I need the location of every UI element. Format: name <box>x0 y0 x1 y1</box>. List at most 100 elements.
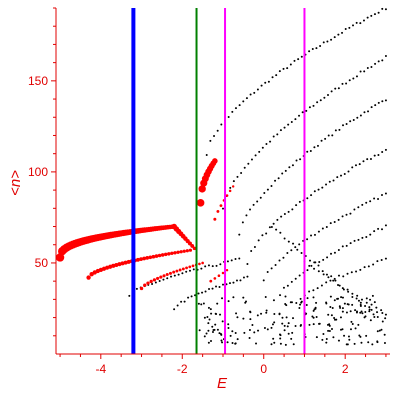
black-point <box>376 330 379 333</box>
black-point <box>297 58 300 61</box>
black-point <box>358 334 361 337</box>
black-point <box>311 315 314 318</box>
black-point <box>362 160 365 163</box>
black-point <box>355 270 358 273</box>
black-point <box>325 225 328 228</box>
y-ticks-group: 50 100 150 <box>28 7 56 337</box>
red-point <box>163 252 168 257</box>
black-series-group <box>128 7 387 346</box>
vertical-lines-group <box>131 8 306 354</box>
black-point <box>245 97 248 100</box>
black-point <box>326 40 329 43</box>
red-point <box>126 259 131 264</box>
black-point <box>336 297 339 300</box>
red-point <box>168 271 172 275</box>
red-point <box>145 256 150 260</box>
black-point <box>349 242 352 245</box>
black-point <box>340 174 343 177</box>
black-point <box>276 133 279 136</box>
black-point <box>236 175 239 178</box>
black-point <box>337 248 340 251</box>
black-point <box>298 200 301 203</box>
black-point <box>357 238 360 241</box>
black-point <box>313 233 316 236</box>
y-tick-label: 150 <box>28 74 48 88</box>
black-point <box>183 300 186 303</box>
black-point <box>299 303 302 306</box>
black-point <box>236 316 239 319</box>
black-point <box>363 266 366 269</box>
black-point <box>277 177 280 180</box>
black-point <box>278 313 281 316</box>
black-point <box>310 194 313 197</box>
black-point <box>285 316 288 319</box>
black-point <box>337 33 340 36</box>
red-point <box>190 244 195 248</box>
black-point <box>341 245 344 248</box>
black-point <box>365 297 368 300</box>
red-point <box>159 275 163 279</box>
black-point <box>154 281 157 284</box>
black-point <box>212 328 215 331</box>
x-tick-label: -2 <box>177 362 188 376</box>
black-point <box>346 272 349 275</box>
black-point <box>361 236 364 239</box>
black-point <box>362 19 365 22</box>
black-point <box>241 221 244 224</box>
black-point <box>294 325 297 328</box>
black-point <box>327 134 330 137</box>
black-point <box>294 246 297 249</box>
black-point <box>284 169 287 172</box>
black-point <box>234 342 237 345</box>
black-point <box>207 341 210 344</box>
black-point <box>325 281 328 284</box>
black-point <box>265 309 268 312</box>
black-point <box>295 301 298 304</box>
red-point <box>188 248 193 252</box>
x-tick-label: 2 <box>342 362 349 376</box>
x-axis-title: E <box>217 375 228 392</box>
black-point <box>280 215 283 218</box>
black-point <box>265 142 268 145</box>
black-point <box>291 208 294 211</box>
black-point <box>287 240 290 243</box>
black-point <box>359 268 362 271</box>
black-point <box>293 59 296 62</box>
red-point <box>191 264 195 268</box>
black-point <box>359 311 362 314</box>
black-point <box>300 324 303 327</box>
black-point <box>197 292 200 295</box>
black-point <box>200 267 203 270</box>
black-point <box>359 301 362 304</box>
black-point <box>308 106 311 109</box>
black-point <box>180 300 183 303</box>
black-point <box>345 82 348 85</box>
black-point <box>245 214 248 217</box>
red-point <box>182 249 186 253</box>
black-point <box>200 303 203 306</box>
black-point <box>271 323 274 326</box>
black-point <box>359 114 362 117</box>
black-point <box>373 301 376 304</box>
black-point <box>377 198 380 201</box>
black-point <box>232 281 235 284</box>
black-point <box>232 296 235 299</box>
black-point <box>330 314 333 317</box>
black-point <box>309 150 312 153</box>
black-point <box>249 208 252 211</box>
red-point <box>160 253 165 257</box>
black-point <box>219 313 222 316</box>
black-point <box>322 258 325 261</box>
black-point <box>204 290 207 293</box>
black-point <box>298 306 301 309</box>
black-point <box>363 111 366 114</box>
black-point <box>330 90 333 93</box>
black-point <box>221 341 224 344</box>
black-point <box>341 310 344 313</box>
red-point <box>157 253 162 258</box>
black-point <box>275 228 278 231</box>
black-point <box>315 336 318 339</box>
red-point <box>114 262 119 268</box>
black-point <box>281 316 284 319</box>
black-point <box>177 273 180 276</box>
